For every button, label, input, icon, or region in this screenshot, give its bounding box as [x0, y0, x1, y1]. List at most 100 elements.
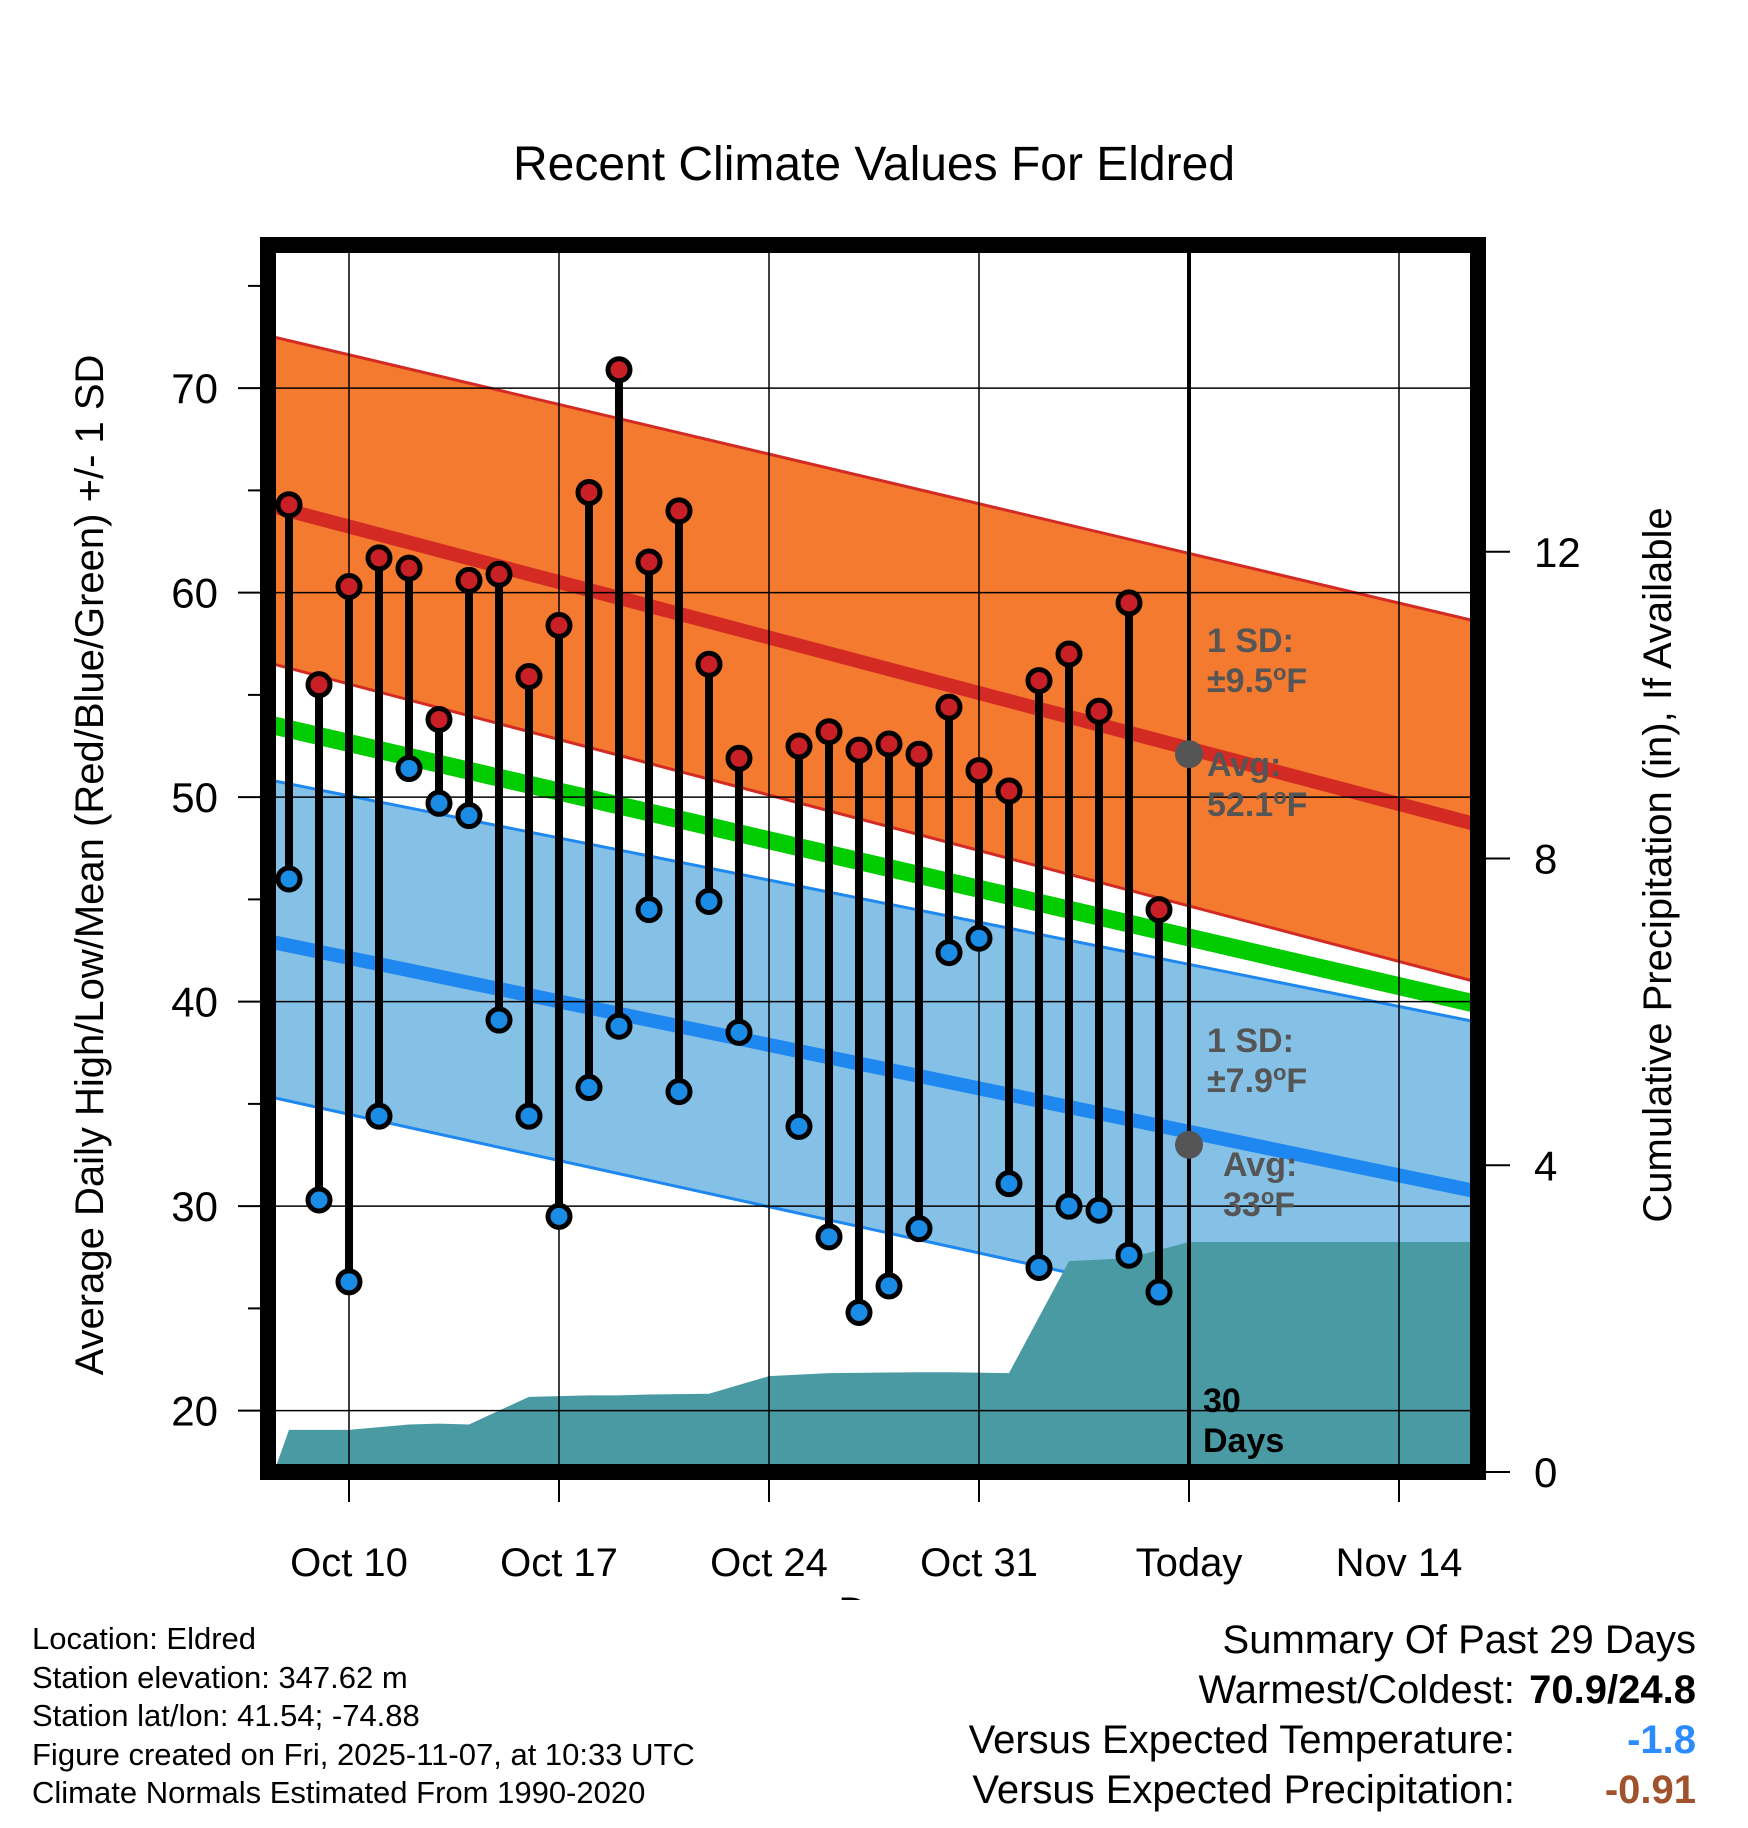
high-avg-value: 52.1oF	[1207, 784, 1307, 825]
low-temp-point	[845, 1298, 873, 1326]
chart-title: Recent Climate Values For Eldred	[513, 138, 1235, 191]
today-days-number: 30	[1203, 1382, 1241, 1420]
x-tick-label: Oct 17	[500, 1541, 618, 1585]
low-temp-point	[995, 1170, 1023, 1198]
high-sd-value: ±9.5oF	[1207, 660, 1307, 701]
x-tick-label: Today	[1136, 1541, 1243, 1585]
low-temp-point	[425, 789, 453, 817]
high-temp-point	[1055, 640, 1083, 668]
high-sd-band-upper-edge	[273, 335, 1478, 624]
high-temp-point	[995, 777, 1023, 805]
high-temp-point	[695, 650, 723, 678]
low-temp-point	[335, 1268, 363, 1296]
high-temp-point	[1115, 589, 1143, 617]
low-temp-point	[545, 1202, 573, 1230]
precip-value: -0.91	[1604, 1768, 1696, 1812]
low-sd-label: 1 SD:	[1207, 1022, 1294, 1060]
low-avg-today-marker	[1175, 1130, 1203, 1159]
high-temp-point	[335, 573, 363, 601]
normals-text: Climate Normals Estimated From 1990-2020	[32, 1775, 646, 1810]
low-temp-point	[695, 887, 723, 915]
low-temp-point	[515, 1102, 543, 1130]
high-temp-point	[545, 611, 573, 639]
high-temp-point	[455, 566, 483, 594]
normal-mean-line	[271, 716, 1478, 1014]
elevation-text: Station elevation: 347.62 m	[32, 1659, 408, 1695]
normal-low-line	[272, 935, 1478, 1199]
low-temp-point	[965, 924, 993, 952]
created-text: Figure created on Fri, 2025-11-07, at 10…	[32, 1736, 695, 1772]
high-temp-point	[425, 705, 453, 733]
low-temp-point	[455, 802, 483, 830]
warmest-row: Warmest/Coldest: 70.9/24.8	[969, 1665, 1697, 1715]
y-tick-label: 60	[171, 570, 218, 617]
summary-panel: Summary Of Past 29 Days Warmest/Coldest:…	[969, 1615, 1696, 1815]
plot-area	[268, 245, 1478, 1472]
high-avg-label: Avg:	[1207, 746, 1281, 784]
low-temp-point	[485, 1006, 513, 1034]
precip-area	[274, 1241, 1478, 1472]
high-temp-point	[815, 718, 843, 746]
high-temp-point	[875, 730, 903, 758]
high-temp-point	[515, 662, 543, 690]
climate-chart: Recent Climate Values For Eldred 1 SD:±9…	[68, 138, 1680, 1600]
y-tick-label: 40	[171, 979, 218, 1026]
summary-title: Summary Of Past 29 Days	[1222, 1618, 1696, 1662]
station-info: Location: Eldred Station elevation: 347.…	[32, 1620, 695, 1813]
high-temp-point	[665, 497, 693, 525]
low-temp-point	[1145, 1278, 1173, 1306]
precip-label: Versus Expected Precipitation:	[972, 1768, 1515, 1812]
high-temp-point	[635, 548, 663, 576]
y2-tick-label: 12	[1534, 529, 1581, 576]
low-temp-point	[305, 1186, 333, 1214]
high-temp-point	[935, 693, 963, 721]
low-temp-point	[815, 1223, 843, 1251]
high-temp-point	[575, 478, 603, 506]
x-axis-label: Day	[838, 1590, 909, 1600]
precip-row: Versus Expected Precipitation: -0.91	[969, 1765, 1696, 1815]
low-temp-point	[875, 1272, 903, 1300]
low-temp-point	[1025, 1254, 1053, 1281]
high-sd-label: 1 SD:	[1207, 622, 1294, 660]
y-tick-label: 20	[171, 1388, 218, 1435]
today-days-label: Days	[1203, 1422, 1284, 1460]
y2-axis-label: Cumulative Precipitation (in), If Availa…	[1636, 507, 1680, 1222]
y2-tick-label: 0	[1534, 1449, 1557, 1496]
low-temp-point	[785, 1112, 813, 1140]
x-tick-label: Nov 14	[1336, 1541, 1463, 1585]
low-temp-point	[1115, 1241, 1143, 1269]
location-text: Location: Eldred	[32, 1621, 257, 1656]
high-temp-point	[605, 356, 633, 384]
y-axis-label: Average Daily High/Low/Mean (Red/Blue/Gr…	[68, 355, 112, 1376]
high-temp-point	[365, 544, 393, 572]
y-tick-label: 50	[171, 774, 218, 821]
low-temp-point	[665, 1078, 693, 1106]
low-temp-point	[935, 939, 963, 967]
x-tick-label: Oct 31	[920, 1541, 1038, 1585]
low-temp-point	[725, 1018, 753, 1046]
y2-tick-label: 4	[1534, 1142, 1557, 1189]
x-tick-label: Oct 24	[710, 1541, 828, 1585]
warmest-value: 70.9/24.8	[1529, 1668, 1696, 1712]
low-sd-band-upper-edge	[273, 779, 1478, 1024]
high-temp-point	[965, 757, 993, 785]
plot-frame	[260, 237, 1486, 1480]
warmest-label: Warmest/Coldest:	[1198, 1668, 1515, 1712]
high-sd-band-lower-edge	[273, 662, 1478, 984]
y-tick-label: 70	[171, 365, 218, 412]
low-temp-point	[365, 1102, 393, 1130]
high-temp-point	[395, 554, 423, 582]
low-avg-value: 33oF	[1223, 1184, 1295, 1225]
low-temp-point	[575, 1074, 603, 1102]
high-temp-point	[485, 560, 513, 588]
high-temp-point	[785, 732, 813, 760]
normal-high-line	[272, 499, 1478, 833]
high-temp-point	[305, 671, 333, 699]
high-temp-point	[275, 491, 303, 519]
low-temp-point	[605, 1012, 633, 1040]
y-tick-label: 30	[171, 1183, 218, 1230]
high-temp-point	[1085, 697, 1113, 725]
latlon-text: Station lat/lon: 41.54; -74.88	[32, 1698, 420, 1733]
x-tick-label: Oct 10	[290, 1541, 408, 1585]
temp-value: -1.8	[1627, 1718, 1696, 1762]
